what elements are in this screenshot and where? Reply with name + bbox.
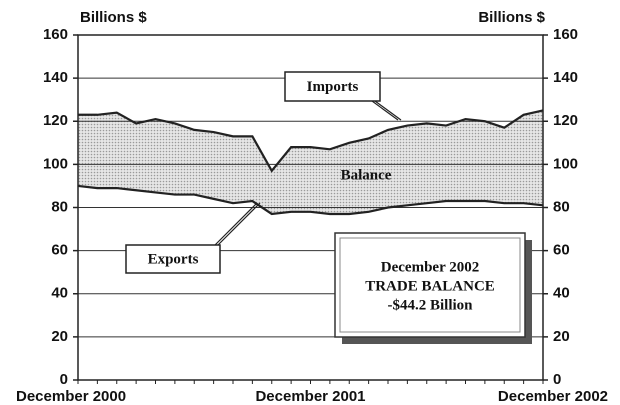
- x-tick-label: December 2002: [498, 388, 608, 405]
- annotation-text: December 2002: [381, 259, 479, 275]
- y2-tick-label: 160: [553, 26, 578, 43]
- x-tick-label: December 2001: [255, 388, 365, 405]
- leader-line: [217, 202, 261, 246]
- balance-area: [78, 110, 543, 214]
- callout-box: [125, 244, 221, 274]
- leader-line: [214, 202, 258, 246]
- annotation-text: -$44.2 Billion: [387, 297, 473, 313]
- y-tick-label: 80: [51, 198, 68, 215]
- leader-line: [374, 100, 402, 121]
- y2-tick-label: 0: [553, 371, 561, 388]
- y-tick-label: 160: [43, 26, 68, 43]
- y2-tick-label: 120: [553, 112, 578, 129]
- callout-box: [284, 71, 381, 102]
- y-tick-label: 0: [60, 371, 68, 388]
- y2-tick-label: 20: [553, 328, 570, 345]
- y-axis-label: Billions $: [80, 9, 147, 26]
- y2-tick-label: 80: [553, 198, 570, 215]
- x-tick-label: December 2000: [16, 388, 126, 405]
- series-line: [78, 109, 544, 173]
- y2-tick-label: 140: [553, 69, 578, 86]
- series-label: Exports: [148, 251, 199, 267]
- annotation-inner: [339, 237, 521, 333]
- y-tick-label: 20: [51, 328, 68, 345]
- y2-tick-label: 60: [553, 242, 570, 259]
- y2-tick-label: 100: [553, 155, 578, 172]
- leader-line: [371, 100, 399, 121]
- annotation-text: TRADE BALANCE: [365, 278, 495, 294]
- y-tick-label: 100: [43, 155, 68, 172]
- area-label: Balance: [341, 167, 392, 183]
- y2-axis-label: Billions $: [478, 9, 545, 26]
- y-tick-label: 60: [51, 242, 68, 259]
- y-tick-label: 120: [43, 112, 68, 129]
- y-tick-label: 40: [51, 285, 68, 302]
- series-label: Imports: [307, 79, 359, 95]
- series-line: [77, 184, 544, 216]
- y2-tick-label: 40: [553, 285, 570, 302]
- annotation-box: [334, 232, 526, 338]
- y-tick-label: 140: [43, 69, 68, 86]
